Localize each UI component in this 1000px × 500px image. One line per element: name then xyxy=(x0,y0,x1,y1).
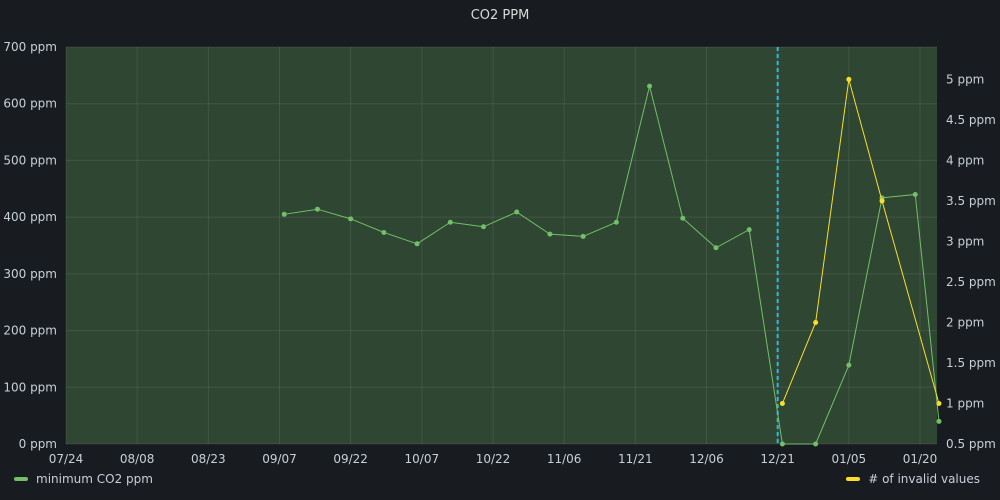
x-tick-label: 09/22 xyxy=(333,452,368,466)
x-tick-label: 12/21 xyxy=(760,452,795,466)
y-left-tick-label: 600 ppm xyxy=(3,97,57,111)
plot-area xyxy=(66,47,937,444)
series-point-0 xyxy=(314,206,320,212)
x-tick-label: 07/24 xyxy=(49,452,84,466)
series-point-0 xyxy=(647,83,653,89)
y-left-tick-label: 500 ppm xyxy=(3,153,57,167)
series-point-0 xyxy=(281,211,287,217)
series-point-0 xyxy=(613,219,619,225)
series-point-0 xyxy=(580,233,586,239)
series-point-0 xyxy=(746,227,752,233)
x-tick-label: 12/06 xyxy=(689,452,724,466)
y-left-tick-label: 100 ppm xyxy=(3,380,57,394)
x-tick-label: 10/07 xyxy=(405,452,440,466)
x-tick-label: 01/05 xyxy=(832,452,867,466)
legend-label-min-co2: minimum CO2 ppm xyxy=(36,472,153,486)
series-point-0 xyxy=(912,191,918,197)
y-right-tick-label: 4.5 ppm xyxy=(946,113,996,127)
series-point-1 xyxy=(813,319,819,325)
series-point-0 xyxy=(713,245,719,251)
x-tick-label: 11/21 xyxy=(618,452,653,466)
legend-swatch-invalid-values xyxy=(846,477,861,481)
y-left-tick-label: 200 ppm xyxy=(3,324,57,338)
series-point-0 xyxy=(348,216,354,222)
y-right-tick-label: 4 ppm xyxy=(946,153,984,167)
legend-item-invalid-values[interactable]: # of invalid values xyxy=(846,472,980,486)
series-point-0 xyxy=(481,224,487,230)
series-point-0 xyxy=(514,209,520,215)
legend-label-invalid-values: # of invalid values xyxy=(868,472,980,486)
series-point-0 xyxy=(447,219,453,225)
y-left-tick-label: 400 ppm xyxy=(3,210,57,224)
series-point-1 xyxy=(779,400,785,406)
y-left-tick-label: 700 ppm xyxy=(3,40,57,54)
y-left-tick-label: 0 ppm xyxy=(19,437,57,451)
y-right-tick-label: 0.5 ppm xyxy=(946,437,996,451)
y-left-tick-label: 300 ppm xyxy=(3,267,57,281)
series-point-0 xyxy=(381,229,387,235)
x-tick-label: 10/22 xyxy=(476,452,511,466)
series-point-0 xyxy=(846,362,852,368)
series-point-1 xyxy=(879,198,885,204)
y-right-tick-label: 3.5 ppm xyxy=(946,194,996,208)
series-point-0 xyxy=(547,231,553,237)
x-tick-label: 08/08 xyxy=(120,452,155,466)
series-point-0 xyxy=(680,215,686,221)
y-right-tick-label: 2 ppm xyxy=(946,315,984,329)
series-point-1 xyxy=(846,76,852,82)
series-point-0 xyxy=(813,441,819,447)
series-point-0 xyxy=(936,418,942,424)
panel-title: CO2 PPM xyxy=(470,8,530,23)
x-tick-label: 08/23 xyxy=(191,452,226,466)
series-point-1 xyxy=(936,400,942,406)
x-tick-label: 11/06 xyxy=(547,452,582,466)
legend-item-min-co2[interactable]: minimum CO2 ppm xyxy=(14,472,153,486)
series-point-0 xyxy=(414,241,420,247)
x-tick-label: 01/20 xyxy=(903,452,938,466)
legend-swatch-min-co2 xyxy=(14,477,28,481)
x-tick-label: 09/07 xyxy=(262,452,297,466)
y-right-tick-label: 5 ppm xyxy=(946,72,984,86)
y-right-tick-label: 2.5 ppm xyxy=(946,275,996,289)
y-right-tick-label: 3 ppm xyxy=(946,234,984,248)
series-point-0 xyxy=(779,441,785,447)
y-right-tick-label: 1 ppm xyxy=(946,396,984,410)
y-right-tick-label: 1.5 ppm xyxy=(946,356,996,370)
